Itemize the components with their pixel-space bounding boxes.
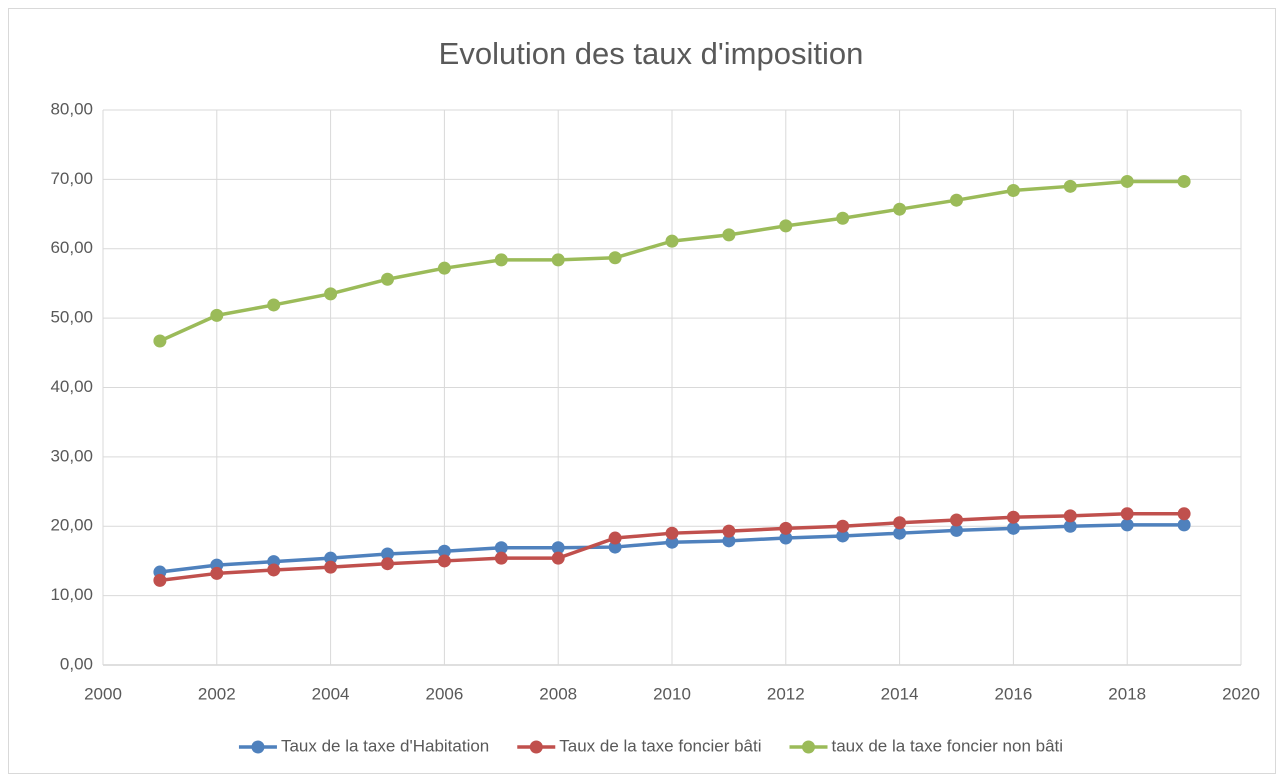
data-point <box>836 211 850 225</box>
data-point <box>267 563 281 577</box>
data-point <box>950 523 963 537</box>
data-point <box>494 551 508 565</box>
data-point <box>324 287 338 301</box>
data-point <box>779 521 793 535</box>
data-point <box>1120 507 1134 521</box>
x-tick-label: 2014 <box>881 684 919 703</box>
legend-item: taux de la taxe foncier non bâti <box>789 736 1064 755</box>
data-point <box>665 526 679 540</box>
data-point <box>437 554 451 568</box>
x-tick-label: 2004 <box>312 684 350 703</box>
data-point <box>1177 174 1191 188</box>
data-point <box>608 531 622 545</box>
data-point <box>1177 518 1191 532</box>
data-point <box>494 253 508 267</box>
data-point <box>836 529 850 543</box>
data-point <box>779 531 793 545</box>
y-tick-label: 0,00 <box>60 654 93 673</box>
y-tick-label: 10,00 <box>50 585 93 604</box>
data-point <box>210 308 224 322</box>
data-point <box>381 272 394 286</box>
legend-swatch-marker <box>529 740 543 754</box>
data-point <box>437 261 451 275</box>
data-point <box>210 566 224 580</box>
data-point <box>551 253 565 267</box>
data-point <box>1120 518 1134 532</box>
y-tick-label: 20,00 <box>50 516 93 535</box>
data-point <box>722 228 736 242</box>
y-tick-label: 60,00 <box>50 238 93 257</box>
data-point <box>1177 507 1191 521</box>
data-point <box>1063 179 1077 193</box>
x-tick-label: 2008 <box>539 684 577 703</box>
x-tick-label: 2018 <box>1108 684 1146 703</box>
x-tick-label: 2000 <box>84 684 122 703</box>
legend-label: Taux de la taxe d'Habitation <box>281 736 489 755</box>
chart-border <box>8 8 1276 774</box>
y-tick-label: 80,00 <box>50 99 93 118</box>
data-point <box>153 334 167 348</box>
data-point <box>950 193 963 207</box>
y-tick-label: 40,00 <box>50 377 93 396</box>
data-point <box>437 544 451 558</box>
data-point <box>324 551 338 565</box>
x-tick-label: 2012 <box>767 684 805 703</box>
data-point <box>722 534 736 548</box>
data-point <box>608 251 622 265</box>
data-point <box>551 541 565 555</box>
x-tick-label: 2020 <box>1222 684 1260 703</box>
data-point <box>1006 510 1020 524</box>
data-point <box>608 540 622 554</box>
data-point <box>722 524 736 538</box>
x-tick-label: 2002 <box>198 684 236 703</box>
x-tick-label: 2010 <box>653 684 691 703</box>
data-point <box>1006 183 1020 197</box>
data-point <box>1120 174 1134 188</box>
data-point <box>381 547 394 561</box>
data-point <box>267 298 281 312</box>
data-point <box>665 234 679 248</box>
data-point <box>779 219 793 233</box>
data-point <box>153 573 167 587</box>
data-point <box>665 535 679 549</box>
data-point <box>893 202 907 216</box>
legend-swatch-marker <box>802 740 816 754</box>
legend-swatch-marker <box>251 740 265 754</box>
x-tick-label: 2006 <box>425 684 463 703</box>
data-point <box>1006 521 1020 535</box>
data-point <box>324 560 338 574</box>
data-point <box>893 526 907 540</box>
data-point <box>836 519 850 533</box>
data-point <box>381 557 394 571</box>
data-point <box>494 541 508 555</box>
legend-label: taux de la taxe foncier non bâti <box>832 736 1064 755</box>
data-point <box>1063 509 1077 523</box>
data-point <box>893 516 907 530</box>
data-point <box>1063 519 1077 533</box>
y-tick-label: 50,00 <box>50 308 93 327</box>
x-tick-label: 2016 <box>994 684 1032 703</box>
data-point <box>551 551 565 565</box>
legend-item: Taux de la taxe foncier bâti <box>517 736 762 755</box>
y-tick-label: 30,00 <box>50 446 93 465</box>
data-point <box>950 513 963 527</box>
y-tick-label: 70,00 <box>50 169 93 188</box>
legend-item: Taux de la taxe d'Habitation <box>238 736 489 755</box>
chart-title: Evolution des taux d'imposition <box>439 36 864 71</box>
legend-label: Taux de la taxe foncier bâti <box>559 736 761 755</box>
